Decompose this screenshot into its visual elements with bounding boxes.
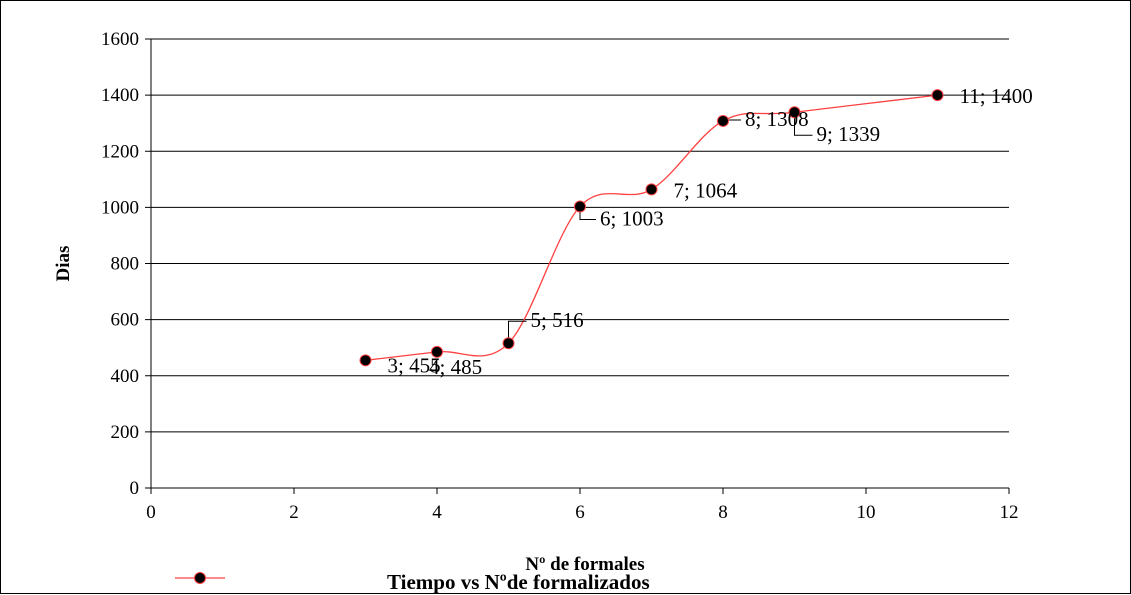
y-tick-label-0: 0 [130,478,140,499]
legend-marker-swatch [194,572,206,584]
data-point-7 [645,183,658,196]
data-label-4: 4; 485 [429,355,482,379]
data-label-6: 6; 1003 [600,207,664,231]
data-label-5: 5; 516 [531,308,584,332]
x-tick-label-10: 10 [857,502,876,523]
markers [359,89,944,367]
y-tick-label-800: 800 [111,254,140,275]
x-axis-title: Nº de formales [525,554,644,575]
data-point-5 [502,337,515,350]
x-tick-label-12: 12 [1000,502,1019,523]
legend: Tiempo vs Nºde formalizados [175,570,650,594]
y-tick-label-600: 600 [111,310,140,331]
data-point-8 [717,114,729,127]
y-tick-label-400: 400 [111,366,140,387]
data-point-6 [574,200,586,213]
x-tick-label-4: 4 [432,502,442,523]
data-point-9 [788,106,801,119]
axes [145,38,1010,494]
tick-labels: 0 200 400 600 800 1000 1200 1400 1600 0 2 4 6 8 10 12 [101,29,1019,523]
y-tick-label-1000: 1000 [101,197,139,218]
x-tick-label-2: 2 [289,502,299,523]
x-tick-label-8: 8 [718,502,728,523]
leader-line-9 [794,112,813,136]
data-label-11: 11; 1400 [960,84,1033,108]
x-tick-label-6: 6 [575,502,585,523]
data-label-3: 3; 455 [388,353,441,377]
data-point-11 [931,89,944,102]
grid-lines [151,38,1009,433]
legend-entry: Tiempo vs Nºde formalizados [387,570,650,594]
y-tick-label-200: 200 [111,422,140,443]
data-label-7: 7; 1064 [674,178,738,202]
leader-line-5 [508,320,527,344]
x-tick-label-0: 0 [146,502,156,523]
data-point-3 [359,354,372,367]
data-point-4 [431,345,443,358]
y-tick-label-1400: 1400 [101,85,139,106]
data-label-8: 8; 1308 [745,107,809,131]
y-tick-label-1200: 1200 [101,141,139,162]
y-tick-label-1600: 1600 [101,29,139,50]
y-axis-title: Dias [53,246,74,282]
data-label-9: 9; 1339 [817,122,881,146]
